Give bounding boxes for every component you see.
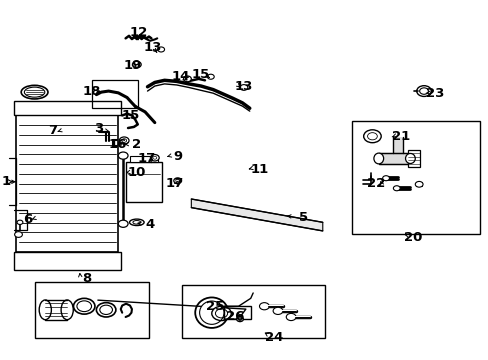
- Text: 12: 12: [129, 27, 147, 40]
- Ellipse shape: [238, 318, 242, 320]
- Text: 2: 2: [132, 138, 141, 150]
- Circle shape: [273, 307, 282, 315]
- Ellipse shape: [39, 300, 51, 320]
- Circle shape: [175, 179, 179, 182]
- Bar: [125, 162, 162, 202]
- Circle shape: [96, 303, 116, 317]
- Bar: [16, 116, 118, 252]
- Text: 7: 7: [48, 124, 57, 137]
- Text: 18: 18: [82, 85, 101, 98]
- Bar: [392, 137, 402, 153]
- Text: 21: 21: [391, 130, 409, 144]
- Text: 9: 9: [173, 150, 182, 163]
- Circle shape: [119, 137, 129, 144]
- Ellipse shape: [195, 297, 228, 328]
- Bar: [407, 149, 419, 167]
- Circle shape: [132, 61, 141, 68]
- Text: 16: 16: [108, 138, 126, 150]
- Ellipse shape: [129, 219, 144, 226]
- Circle shape: [240, 85, 247, 90]
- Text: 8: 8: [82, 272, 91, 285]
- Circle shape: [207, 74, 214, 79]
- Ellipse shape: [61, 300, 73, 320]
- Text: 13: 13: [234, 80, 253, 93]
- Circle shape: [382, 176, 388, 181]
- Ellipse shape: [21, 85, 48, 99]
- Polygon shape: [191, 199, 322, 231]
- Text: 19: 19: [123, 59, 142, 72]
- Circle shape: [118, 220, 128, 227]
- Text: 24: 24: [264, 330, 283, 343]
- Circle shape: [118, 152, 128, 159]
- Text: 10: 10: [127, 166, 146, 179]
- Text: 5: 5: [298, 211, 307, 224]
- Text: 20: 20: [403, 231, 421, 244]
- Circle shape: [122, 139, 126, 142]
- Bar: [378, 153, 409, 164]
- Text: 15: 15: [192, 68, 210, 81]
- Circle shape: [150, 154, 159, 161]
- Ellipse shape: [24, 87, 45, 97]
- Ellipse shape: [373, 153, 383, 164]
- Ellipse shape: [236, 317, 243, 321]
- Bar: [129, 156, 158, 162]
- Bar: [45, 300, 67, 320]
- Circle shape: [73, 298, 95, 314]
- Text: 14: 14: [171, 70, 189, 83]
- Text: 26: 26: [225, 310, 244, 324]
- Circle shape: [17, 220, 23, 225]
- Circle shape: [183, 76, 191, 82]
- Circle shape: [392, 186, 399, 191]
- Ellipse shape: [133, 221, 141, 224]
- Text: 13: 13: [143, 41, 161, 54]
- Bar: [224, 306, 250, 319]
- Text: 4: 4: [145, 218, 154, 231]
- Circle shape: [259, 303, 269, 310]
- Bar: [35, 282, 149, 338]
- Ellipse shape: [199, 301, 224, 324]
- Circle shape: [285, 314, 295, 320]
- Circle shape: [15, 231, 22, 237]
- Text: 15: 15: [121, 109, 139, 122]
- Text: 23: 23: [425, 87, 443, 100]
- Circle shape: [414, 181, 422, 187]
- Circle shape: [77, 301, 91, 312]
- Bar: [415, 182, 421, 186]
- Circle shape: [153, 156, 157, 159]
- Ellipse shape: [405, 153, 414, 163]
- Circle shape: [158, 47, 164, 52]
- Text: 17: 17: [137, 152, 155, 165]
- Circle shape: [100, 305, 112, 315]
- Bar: [91, 80, 138, 108]
- Text: 25: 25: [205, 300, 224, 313]
- Text: 3: 3: [94, 122, 103, 135]
- Bar: [14, 252, 121, 270]
- Bar: [351, 121, 479, 234]
- Text: 11: 11: [250, 163, 268, 176]
- Text: 22: 22: [366, 177, 385, 190]
- Text: 1: 1: [2, 175, 11, 188]
- Circle shape: [173, 178, 181, 184]
- Text: 6: 6: [23, 213, 33, 226]
- Bar: [181, 285, 325, 338]
- Text: 17: 17: [165, 177, 183, 190]
- Bar: [14, 101, 121, 116]
